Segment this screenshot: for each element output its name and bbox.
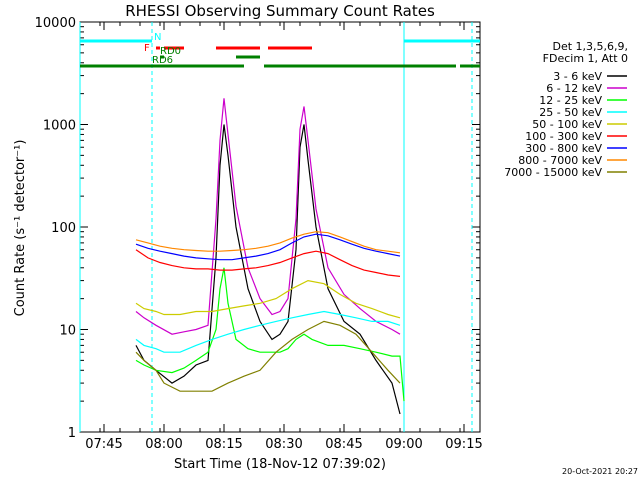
legend-label: 7000 - 15000 keV (504, 166, 602, 179)
x-tick-label: 08:30 (265, 437, 302, 452)
series-line (135, 320, 401, 392)
legend-label: 3 - 6 keV (553, 70, 602, 83)
annotation-label: N (154, 32, 161, 43)
y-tick-label: 10 (59, 324, 76, 339)
x-tick-label: 09:15 (445, 437, 482, 452)
legend-label: 800 - 7000 keV (518, 154, 602, 167)
x-tick-label: 09:00 (385, 437, 422, 452)
x-tick-label: 08:00 (145, 437, 182, 452)
x-axis-label: Start Time (18-Nov-12 07:39:02) (174, 457, 386, 472)
timestamp: 20-Oct-2021 20:27 (562, 467, 638, 476)
series-line (135, 98, 401, 335)
annotation-label: RD0 (160, 46, 181, 57)
y-tick-label: 1 (68, 426, 76, 441)
legend-label: 50 - 100 keV (532, 118, 602, 131)
chart-title: RHESSI Observing Summary Count Rates (125, 2, 435, 20)
series-line (135, 124, 401, 415)
series-line (135, 233, 401, 261)
annotation-label: RD6 (152, 55, 173, 66)
annotation-label: F (144, 43, 150, 54)
series-line (135, 231, 401, 254)
plot-frame (79, 21, 481, 433)
series-line (135, 249, 401, 277)
plot-area: 1 10 100 1000 10000 07:45 08:00 08:15 08:30 08:45… (35, 16, 483, 452)
x-tick-label: 08:45 (325, 437, 362, 452)
x-tick-label: 07:45 (85, 437, 122, 452)
legend-label: 300 - 800 keV (525, 142, 602, 155)
series-line (135, 279, 401, 319)
legend-label: 12 - 25 keV (539, 94, 602, 107)
legend-label: 6 - 12 keV (546, 82, 602, 95)
y-tick-label: 10000 (35, 16, 76, 31)
series-line (135, 267, 405, 402)
legend-header-line: FDecim 1, Att 0 (543, 52, 628, 65)
y-axis-label: Count Rate (s⁻¹ detector⁻¹) (13, 140, 28, 317)
legend-label: 100 - 300 keV (525, 130, 602, 143)
series-line (135, 310, 401, 353)
legend-label: 25 - 50 keV (539, 106, 602, 119)
y-tick-label: 100 (51, 221, 76, 236)
legend-header: Det 1,3,5,6,9,FDecim 1, Att 0 (543, 40, 628, 65)
legend-header-line: Det 1,3,5,6,9, (552, 40, 628, 53)
y-tick-label: 1000 (43, 119, 76, 134)
x-tick-label: 08:15 (205, 437, 242, 452)
